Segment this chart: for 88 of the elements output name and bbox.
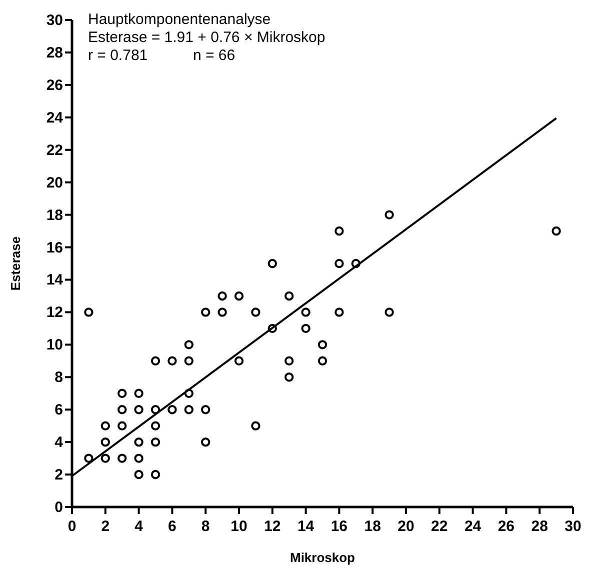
x-tick-label: 28 [531, 518, 548, 535]
x-tick-label: 30 [564, 518, 582, 535]
point [150, 421, 160, 430]
point [218, 308, 227, 317]
x-tick-label: 20 [398, 518, 414, 535]
y-tick-label: 4 [54, 434, 64, 452]
y-tick-label: 12 [46, 304, 63, 322]
point [118, 421, 127, 430]
y-tick-label: 18 [46, 206, 63, 224]
point [134, 405, 144, 414]
y-tick-label: 10 [46, 336, 63, 354]
point [334, 308, 344, 317]
y-tick-label: 14 [46, 272, 64, 289]
x-tick-label: 2 [101, 518, 110, 535]
point [268, 258, 277, 268]
point [284, 291, 294, 301]
point [134, 437, 144, 447]
point [118, 405, 127, 414]
annotation: Esterase = 1.91 + 0.76 × Mikroskop [88, 29, 326, 46]
point [184, 340, 194, 350]
x-tick-label: 10 [230, 518, 248, 535]
point [268, 324, 277, 334]
point [234, 291, 244, 301]
x-tick-label: 6 [168, 518, 176, 535]
point [100, 437, 110, 447]
annotation: r = 0.781 [88, 47, 148, 64]
x-tick-label: 14 [297, 518, 315, 535]
y-tick-label: 30 [46, 12, 63, 29]
x-tick-label: 22 [431, 518, 448, 535]
point [100, 454, 110, 463]
point [184, 356, 194, 366]
point [552, 226, 561, 236]
y-tick-label: 26 [46, 76, 63, 94]
x-tick-label: 24 [464, 518, 482, 535]
x-tick-label: 26 [498, 518, 515, 535]
point [168, 356, 177, 366]
point [284, 372, 294, 382]
y-tick-label: 24 [46, 109, 64, 126]
point [201, 405, 210, 414]
point [150, 356, 160, 366]
point [201, 437, 210, 447]
point [251, 308, 260, 317]
point [301, 308, 310, 317]
y-tick-label: 28 [46, 44, 63, 62]
point [301, 324, 310, 334]
y-tick-label: 8 [54, 369, 63, 386]
point [201, 308, 210, 317]
point [118, 388, 127, 398]
point [234, 356, 244, 366]
point [84, 454, 94, 463]
point [184, 388, 194, 398]
y-tick-label: 0 [54, 499, 63, 516]
point [150, 470, 160, 480]
x-tick-label: 16 [330, 518, 348, 535]
x-tick-label: 0 [68, 518, 76, 535]
x-tick-label: 18 [364, 518, 381, 535]
point [351, 258, 360, 268]
point [100, 421, 110, 430]
point [134, 388, 144, 398]
y-tick-label: 16 [46, 239, 63, 256]
point [84, 308, 94, 317]
point [134, 454, 144, 463]
point [384, 308, 394, 317]
y-tick-label: 20 [46, 174, 63, 192]
point [318, 340, 328, 350]
annotation: n = 66 [193, 47, 236, 64]
point [168, 405, 177, 414]
x-tick-label: 4 [134, 518, 144, 535]
x-axis-title: Mikroskop [290, 550, 356, 565]
point [134, 470, 144, 480]
point [218, 291, 227, 301]
point [318, 356, 328, 366]
point [118, 454, 127, 463]
point [334, 226, 344, 236]
y-axis-title: Esterase [8, 236, 23, 291]
point [251, 421, 260, 430]
x-tick-label: 8 [201, 518, 210, 535]
x-tick-label: 12 [264, 518, 281, 535]
y-tick-label: 2 [54, 466, 63, 484]
annotation: Hauptkomponentenanalyse [88, 11, 271, 28]
point [284, 356, 294, 366]
point [150, 437, 160, 447]
point [150, 405, 160, 414]
y-tick-label: 6 [54, 402, 63, 419]
y-tick-label: 22 [46, 142, 63, 159]
point [334, 258, 344, 268]
point [384, 210, 394, 220]
point [184, 405, 194, 414]
